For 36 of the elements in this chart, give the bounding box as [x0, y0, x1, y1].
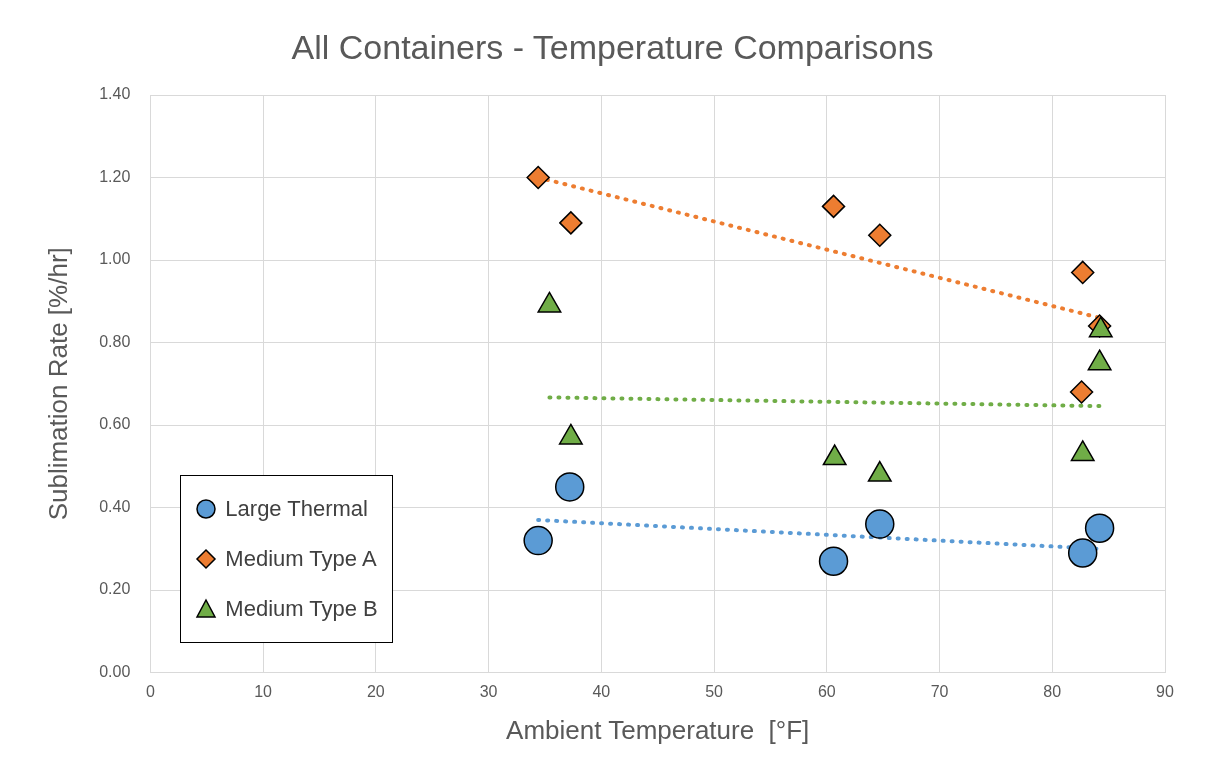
point: [868, 223, 892, 248]
point: [1067, 538, 1098, 568]
y-tick-label: 1.00: [99, 250, 131, 268]
x-tick-label: 40: [592, 682, 611, 700]
point: [523, 525, 553, 556]
x-tick-label: 50: [705, 682, 724, 700]
point: [526, 165, 550, 190]
y-tick-label: 0.00: [99, 663, 131, 681]
x-tick-label: 60: [817, 682, 836, 700]
x-tick-label: 80: [1043, 682, 1062, 700]
point: [1069, 380, 1094, 404]
point: [1084, 513, 1115, 543]
legend-label: Medium Type A: [225, 545, 377, 572]
x-tick-label: 0: [145, 682, 155, 700]
y-axis-title: Sublimation Rate [%/hr]: [42, 247, 73, 521]
point: [818, 546, 849, 576]
point: [559, 211, 583, 235]
x-tick-label: 90: [1156, 682, 1174, 700]
y-tick-label: 0.40: [99, 497, 131, 515]
y-tick-label: 0.20: [99, 580, 131, 598]
chart-title: All Containers - Temperature Comparisons: [290, 28, 935, 67]
x-axis-title: Ambient Temperature [°F]: [506, 714, 810, 745]
x-tick-label: 20: [366, 682, 385, 700]
x-tick-label: 10: [254, 682, 273, 700]
y-tick-label: 1.40: [99, 85, 131, 103]
y-tick-label: 1.20: [99, 167, 131, 185]
point: [554, 472, 585, 502]
y-tick-label: 0.60: [99, 415, 131, 433]
point: [865, 509, 895, 539]
point: [821, 194, 846, 219]
legend-label: Medium Type B: [225, 595, 378, 622]
legend-label: Large Thermal: [225, 495, 368, 522]
point: [1070, 260, 1095, 285]
y-tick-label: 0.80: [99, 332, 131, 350]
x-tick-label: 70: [930, 682, 949, 700]
x-tick-label: 30: [479, 682, 498, 700]
